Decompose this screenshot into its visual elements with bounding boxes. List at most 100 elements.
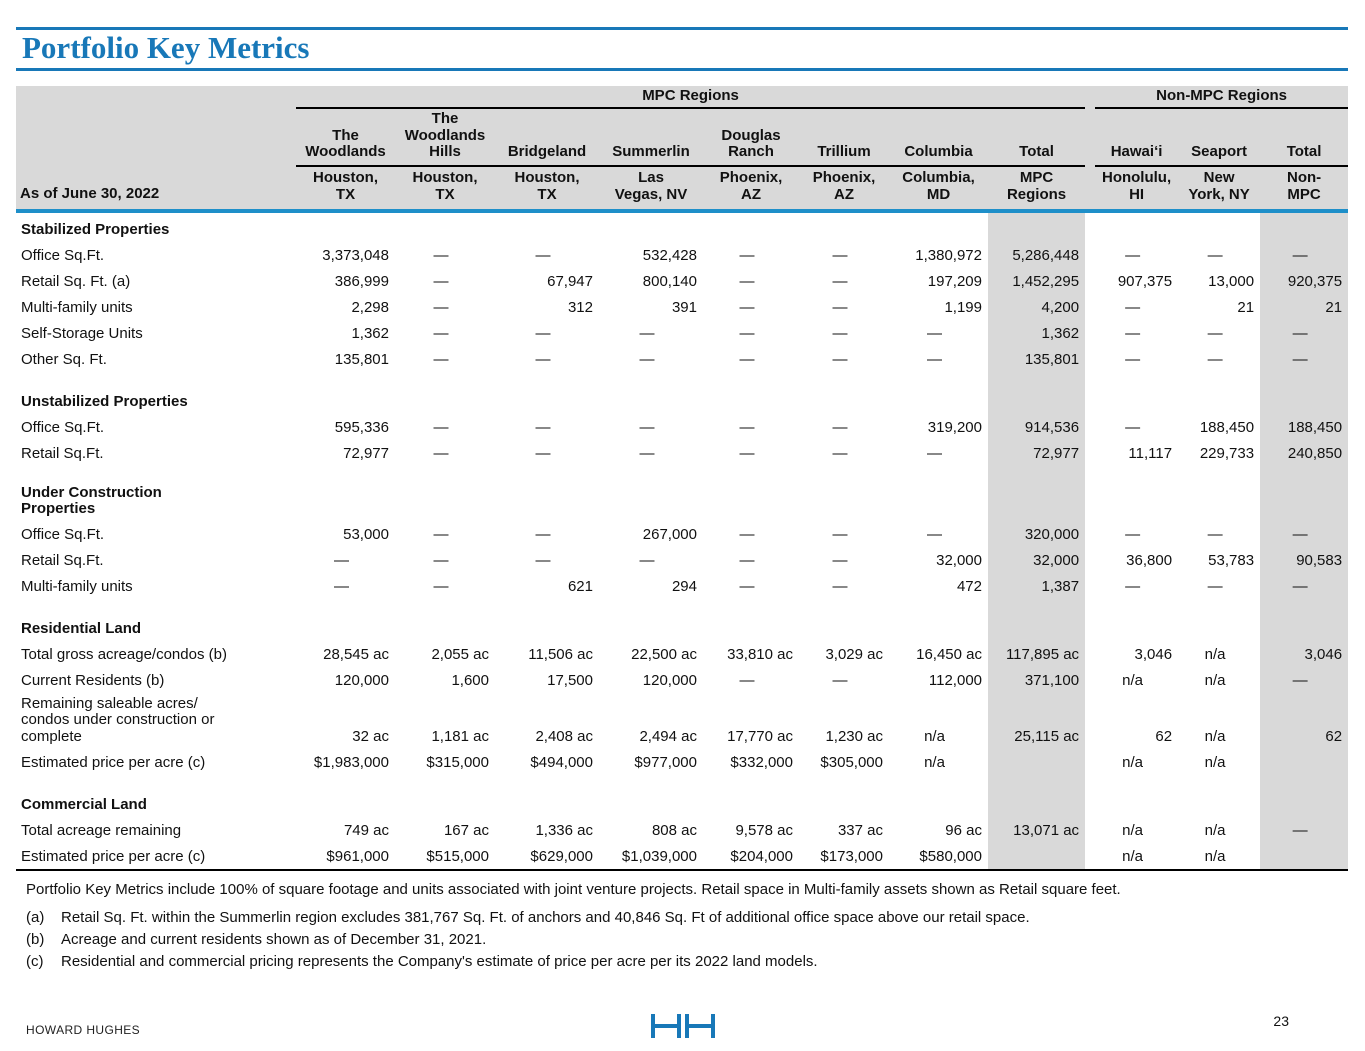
row-label: Estimated price per acre (c) xyxy=(21,847,206,865)
value-cell: — xyxy=(739,351,755,369)
section-gap-row xyxy=(16,372,1349,385)
value-cell: — xyxy=(433,273,449,291)
value-cell: 1,230 ac xyxy=(825,727,883,745)
value-cell: — xyxy=(1260,521,1349,548)
value-cell: $494,000 xyxy=(530,753,593,771)
footnote-text: Acreage and current residents shown as o… xyxy=(61,930,487,948)
gap-cell xyxy=(799,467,889,479)
value-cell: 312 xyxy=(567,299,593,317)
empty-cell xyxy=(395,787,495,817)
footnote-marker: (a) xyxy=(26,909,45,927)
value-cell: n/a xyxy=(1122,753,1143,771)
value-cell: 11,117 xyxy=(1128,445,1173,463)
value-cell: 229,733 xyxy=(1199,445,1255,463)
value-cell: — xyxy=(927,526,942,544)
empty-cell xyxy=(703,385,799,415)
value-cell: — xyxy=(639,325,655,343)
value-cell: 62 xyxy=(1155,727,1173,745)
value-cell: — xyxy=(334,578,349,596)
column-gap xyxy=(1085,522,1095,548)
value-cell: — xyxy=(535,552,551,570)
value-cell: — xyxy=(1260,320,1349,347)
col-header-city: Phoenix, AZ xyxy=(703,166,799,213)
table-row: Multi-family units 2,298 — 312 391 — — 1,199 4,2… xyxy=(16,294,1349,321)
empty-cell xyxy=(296,787,395,817)
empty-cell xyxy=(495,479,599,522)
gap-cell xyxy=(799,600,889,612)
value-cell: 749 ac xyxy=(343,821,389,839)
value-cell: — xyxy=(832,445,848,463)
value-cell: — xyxy=(832,273,848,291)
value-cell: — xyxy=(639,351,655,369)
value-cell: — xyxy=(1207,325,1223,343)
hh-logo-icon xyxy=(650,1014,715,1043)
value-cell: 72,977 xyxy=(988,440,1086,467)
value-cell: 621 xyxy=(567,578,593,596)
value-cell: $580,000 xyxy=(919,847,982,865)
section-gap-row xyxy=(16,466,1349,479)
row-label: Multi-family units xyxy=(21,299,133,317)
gap-cell xyxy=(1178,373,1260,385)
value-cell: 17,500 xyxy=(547,672,593,690)
value-cell: $515,000 xyxy=(426,847,489,865)
gap-cell xyxy=(799,373,889,385)
empty-cell xyxy=(1085,385,1095,415)
column-gap xyxy=(1085,321,1095,347)
value-cell: 21 xyxy=(1260,294,1349,321)
title-bottom-rule xyxy=(16,68,1348,71)
empty-cell xyxy=(1085,211,1095,243)
gap-cell xyxy=(889,373,988,385)
col-header-region: Trillium xyxy=(799,107,889,168)
empty-cell xyxy=(1260,787,1349,818)
table-row: Retail Sq.Ft. — — — — — — 32,000 32,000 36,800 53,… xyxy=(16,547,1349,574)
value-cell: — xyxy=(535,445,551,463)
empty-cell xyxy=(1260,478,1349,522)
value-cell: $173,000 xyxy=(820,847,883,865)
row-label: Retail Sq.Ft. xyxy=(21,445,104,463)
gap-cell xyxy=(296,467,395,479)
value-cell: $629,000 xyxy=(530,847,593,865)
col-header-region: Total xyxy=(988,107,1086,168)
section-title: Under Construction Properties xyxy=(21,483,162,518)
value-cell: 5,286,448 xyxy=(988,242,1086,269)
footnote-item: (b) Acreage and current residents shown … xyxy=(26,931,1349,950)
empty-cell xyxy=(395,479,495,522)
value-cell: 2,055 ac xyxy=(431,646,489,664)
value-cell: — xyxy=(832,672,848,690)
empty-cell xyxy=(799,612,889,642)
value-cell: 9,578 ac xyxy=(735,821,793,839)
gap-cell xyxy=(1178,600,1260,612)
value-cell: 117,895 ac xyxy=(988,641,1086,668)
value-cell: 22,500 ac xyxy=(631,646,697,664)
col-header-region: Columbia xyxy=(889,107,988,168)
value-cell: — xyxy=(639,419,655,437)
page-number: 23 xyxy=(1273,1013,1289,1029)
row-label: Multi-family units xyxy=(21,578,133,596)
column-gap xyxy=(1085,694,1095,750)
value-cell: 1,362 xyxy=(351,325,389,343)
value-cell: — xyxy=(1125,578,1141,596)
value-cell: 135,801 xyxy=(334,351,389,369)
empty-cell xyxy=(1095,787,1178,817)
gap-cell xyxy=(703,775,799,787)
gap-cell xyxy=(495,373,599,385)
empty-cell xyxy=(1085,787,1095,817)
section-title-row: Stabilized Properties xyxy=(16,210,1349,243)
gap-cell xyxy=(395,467,495,479)
gap-cell xyxy=(296,373,395,385)
empty-cell xyxy=(703,211,799,243)
col-header-city: New York, NY xyxy=(1178,166,1261,213)
empty-cell xyxy=(799,479,889,522)
gap-cell xyxy=(1095,600,1178,612)
value-cell: — xyxy=(1207,526,1223,544)
col-header-region: Summerlin xyxy=(599,107,703,168)
gap-cell xyxy=(889,600,988,612)
value-cell: 1,600 xyxy=(451,672,489,690)
gap-cell xyxy=(799,775,889,787)
value-cell: — xyxy=(739,299,755,317)
value-cell: — xyxy=(433,419,449,437)
col-header-region: Douglas Ranch xyxy=(703,107,799,168)
value-cell: 800,140 xyxy=(642,273,697,291)
table-row: Total gross acreage/condos (b) 28,545 ac 2… xyxy=(16,641,1349,668)
value-cell: — xyxy=(739,672,755,690)
